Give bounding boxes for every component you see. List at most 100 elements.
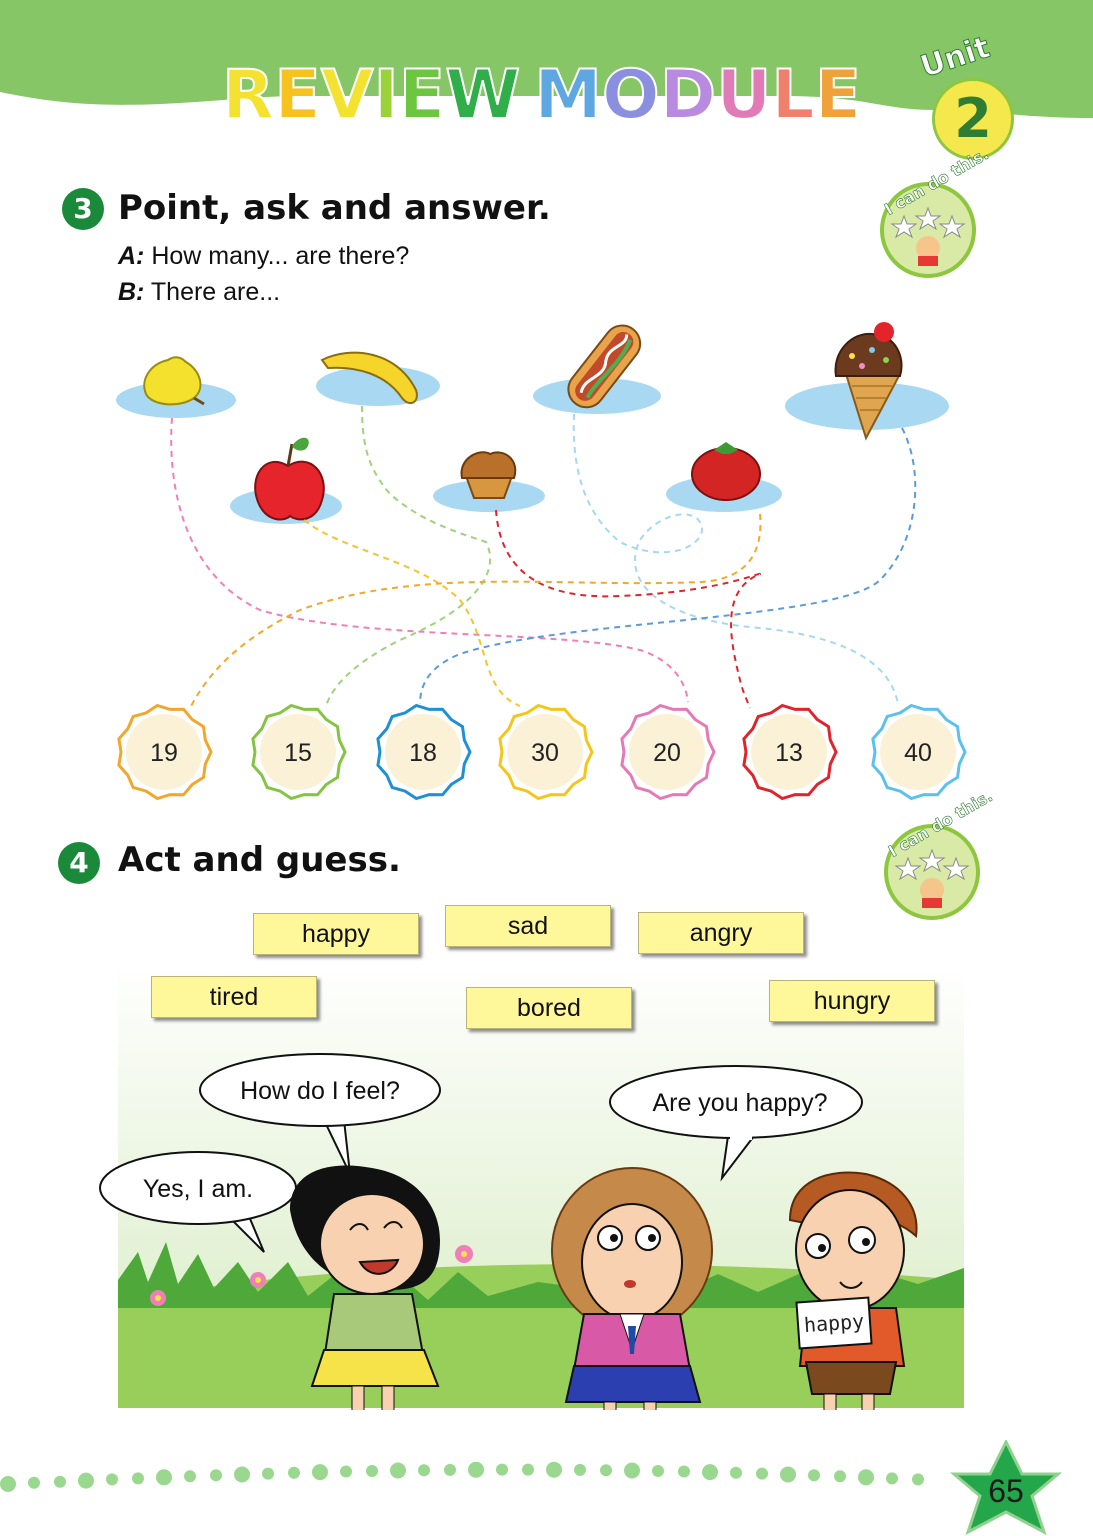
footer: 65 [0, 1440, 1063, 1536]
title-letter: M [533, 55, 603, 136]
apple-icon [254, 437, 325, 521]
dialog-b-text: There are... [150, 278, 281, 306]
decorative-dot [444, 1463, 456, 1476]
decorative-dot [210, 1469, 222, 1482]
decorative-dot [808, 1469, 820, 1482]
title-letter: U [715, 55, 772, 136]
header-band [0, 0, 1093, 118]
path-apple [303, 519, 521, 707]
title-letter: L [770, 55, 815, 136]
decorative-dot [366, 1465, 378, 1477]
happy-sign [795, 1296, 873, 1350]
section-3-title: Point, ask and answer. [118, 188, 551, 228]
decorative-dot [132, 1472, 144, 1485]
decorative-dot [624, 1462, 640, 1479]
girl-laughing [290, 1165, 440, 1410]
word-card-tired: tired [151, 976, 317, 1018]
flower-icon [455, 1245, 473, 1263]
decorative-dot [678, 1465, 690, 1478]
flower-icon [150, 1290, 166, 1306]
title-letter: I [372, 55, 399, 136]
title-letter: E [398, 55, 446, 136]
pear-icon [143, 356, 205, 406]
decorative-dot [496, 1463, 508, 1476]
decorative-dot [418, 1464, 430, 1477]
dialog-line-b: B: There are... [118, 278, 280, 307]
boy-with-sign: happy [788, 1171, 918, 1410]
muffin-icon [460, 451, 517, 499]
speech-bubble-happy-question: Are you happy? [609, 1065, 863, 1182]
decorative-dot [288, 1466, 300, 1479]
path-banana [325, 405, 491, 707]
number-label: 13 [775, 739, 803, 767]
decorative-dot [54, 1475, 66, 1488]
number-circle: 30 [498, 703, 594, 801]
decorative-dot [468, 1461, 484, 1478]
dialog-line-a: A: How many... are there? [118, 242, 409, 271]
sign-text: happy [803, 1309, 865, 1337]
flower-icon [250, 1272, 266, 1288]
title-letter: R [221, 55, 275, 136]
decorative-dot [546, 1461, 562, 1478]
decorative-dot [106, 1473, 118, 1486]
decorative-dot [834, 1470, 846, 1483]
tomato-icon [691, 442, 761, 501]
path-hotdog [572, 413, 899, 705]
decorative-dot [730, 1466, 742, 1479]
title-letter: W [444, 55, 521, 136]
decorative-dot [0, 1476, 16, 1492]
decorative-dot [780, 1466, 796, 1483]
number-circle: 19 [117, 703, 213, 801]
number-label: 40 [904, 739, 932, 767]
review-module-title: REVIEW MODULE [221, 55, 862, 136]
title-letter: E [273, 55, 321, 136]
number-label: 30 [531, 739, 559, 767]
number-label: 15 [284, 739, 312, 767]
section-4-title: Act and guess. [118, 840, 401, 880]
number-circle: 13 [742, 703, 838, 801]
decorative-dot [78, 1472, 94, 1489]
decorative-dot [652, 1465, 664, 1477]
word-card-sad: sad [445, 905, 611, 947]
dialog-a-text: How many... are there? [151, 242, 410, 270]
title-letter: V [320, 55, 375, 136]
path-pear [170, 417, 689, 703]
decorative-dot [390, 1462, 406, 1479]
decorative-dot [340, 1465, 352, 1478]
word-card-hungry: hungry [769, 980, 935, 1022]
page-number: 65 [988, 1473, 1024, 1509]
speech-bubble-yes: Yes, I am. [99, 1151, 297, 1253]
hotdog-icon [567, 324, 642, 409]
decorative-dot [702, 1464, 718, 1481]
title-letter: O [601, 55, 661, 136]
decorative-dot [312, 1464, 328, 1481]
decorative-dot [156, 1469, 172, 1486]
bubble-happy-question-text: Are you happy? [652, 1089, 827, 1117]
number-label: 19 [150, 739, 178, 767]
title-letter: E [814, 55, 862, 136]
decorative-dots [0, 1461, 924, 1492]
unit-number-badge: 2 [932, 78, 1014, 160]
matching-area: 19 15 18 30 20 13 40 [116, 322, 967, 801]
decorative-dot [574, 1463, 586, 1476]
stars-icon [894, 848, 970, 908]
decorative-dot [886, 1472, 898, 1485]
page-number-star: 65 [949, 1440, 1063, 1536]
decorative-dot [262, 1467, 274, 1480]
number-label: 20 [653, 739, 681, 767]
title-letter: D [659, 55, 717, 136]
decorative-dot [600, 1464, 612, 1477]
number-circle: 18 [376, 703, 472, 801]
number-circle: 15 [251, 703, 347, 801]
path-icecream [419, 427, 917, 705]
number-label: 18 [409, 739, 437, 767]
girl-curly [551, 1167, 713, 1410]
decorative-dot [522, 1463, 534, 1476]
bubble-yes-text: Yes, I am. [143, 1175, 253, 1203]
word-card-angry: angry [638, 912, 804, 954]
decorative-dot [912, 1473, 924, 1486]
word-card-bored: bored [466, 987, 632, 1029]
characters: How do I feel? Are you happy? Yes, I am. [99, 1053, 918, 1410]
number-circle: 40 [871, 703, 967, 801]
path-tomato [189, 513, 762, 709]
